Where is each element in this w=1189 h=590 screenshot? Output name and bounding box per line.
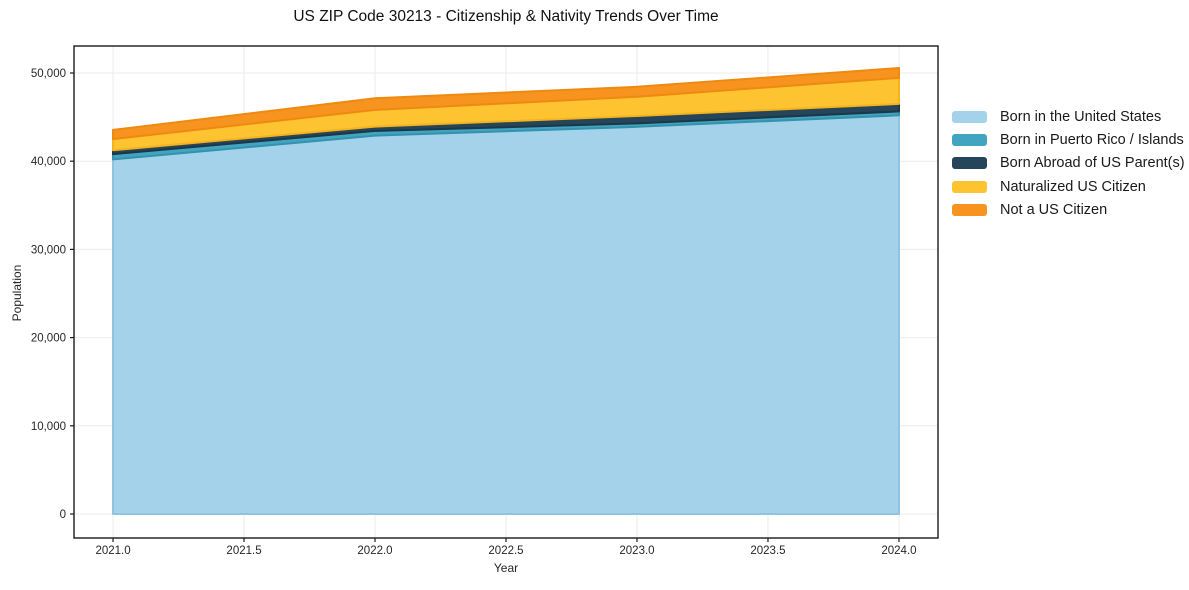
x-tick-label: 2022.5: [488, 545, 523, 557]
y-tick-label: 30,000: [31, 244, 66, 256]
legend-swatch-icon: [952, 134, 987, 147]
legend-swatch-icon: [952, 204, 987, 217]
legend-label: Born in the United States: [1000, 108, 1162, 125]
x-tick-label: 2023.0: [619, 545, 654, 557]
x-axis-label: Year: [493, 561, 519, 575]
y-tick-label: 50,000: [31, 68, 66, 80]
chart-title: US ZIP Code 30213 - Citizenship & Nativi…: [293, 8, 719, 25]
x-tick-label: 2023.5: [750, 545, 785, 557]
plot-frame: [73, 45, 939, 539]
legend-item-naturalized-us-citizen: Naturalized US Citizen: [952, 175, 1185, 198]
x-tick-label: 2021.0: [95, 545, 130, 557]
x-tick-label: 2024.0: [881, 545, 916, 557]
y-tick-label: 40,000: [31, 156, 66, 168]
legend-swatch-icon: [952, 110, 987, 123]
legend-label: Born in Puerto Rico / Islands: [1000, 132, 1184, 149]
legend-item-born-in-puerto-rico-islands: Born in Puerto Rico / Islands: [952, 128, 1185, 151]
x-tick-label: 2021.5: [226, 545, 261, 557]
legend: Born in the United States Born in Puerto …: [952, 105, 1185, 222]
y-tick-label: 10,000: [31, 421, 66, 433]
legend-swatch-icon: [952, 157, 987, 170]
area-born-in-the-united-states: [112, 114, 900, 515]
x-tick-label: 2022.0: [357, 545, 392, 557]
legend-item-not-a-us-citizen: Not a US Citizen: [952, 199, 1185, 222]
legend-swatch-icon: [952, 180, 987, 193]
legend-label: Not a US Citizen: [1000, 202, 1108, 219]
legend-label: Naturalized US Citizen: [1000, 178, 1146, 195]
legend-label: Born Abroad of US Parent(s): [1000, 155, 1185, 172]
area-not-a-us-citizen: [112, 67, 900, 141]
y-tick-label: 0: [60, 509, 66, 521]
legend-item-born-abroad-of-us-parent-s: Born Abroad of US Parent(s): [952, 152, 1185, 175]
legend-item-born-in-the-united-states: Born in the United States: [952, 105, 1185, 128]
y-tick-label: 20,000: [31, 333, 66, 345]
